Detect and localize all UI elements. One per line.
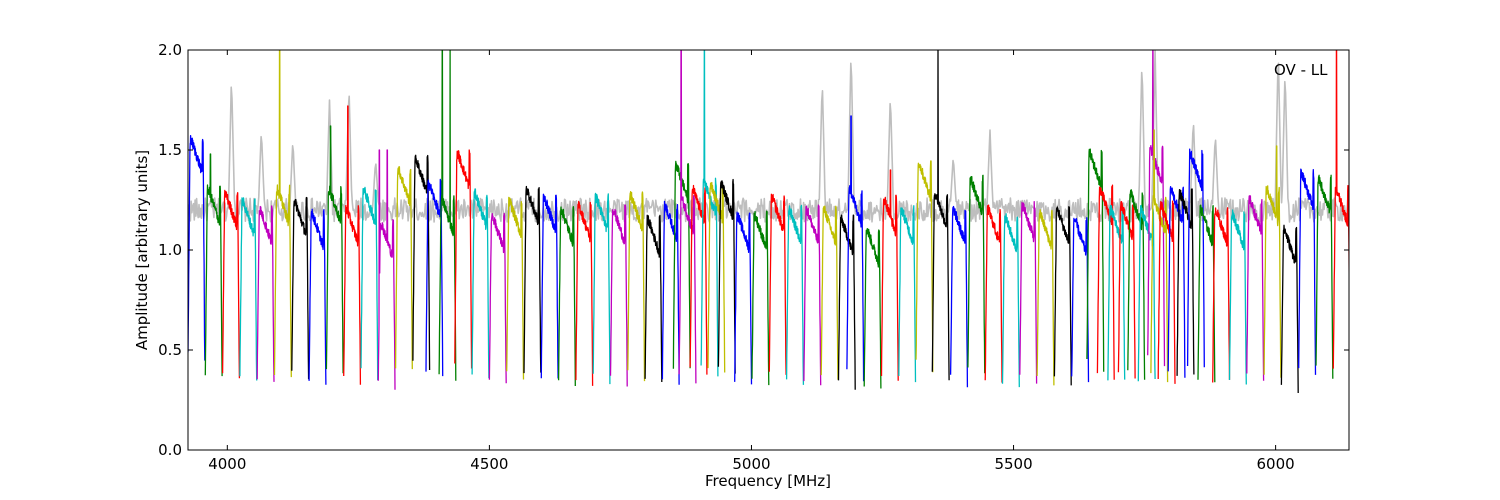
series-line-17 [454,149,473,369]
series-line-66 [1167,185,1186,378]
series-line-38 [768,193,787,375]
series-line-42 [837,214,856,390]
series-line-32 [689,184,708,375]
series-line-51 [984,204,1003,383]
series-line-50 [967,174,986,374]
y-tick-label: 1.5 [158,141,182,159]
series-line-25 [592,192,611,385]
series-line-10 [343,105,362,385]
series-line-14 [412,154,431,371]
y-tick-label: 0.0 [158,441,182,459]
series-line-76 [1315,174,1334,379]
y-tick-label: 1.0 [158,241,182,259]
x-tick-label: 6000 [1257,455,1295,473]
series-layer [188,50,1349,394]
series-line-64 [1150,129,1169,383]
series-line-67 [1176,188,1195,376]
y-axis-label: Amplitude [arbitrary units] [133,150,151,350]
series-line-6 [273,50,292,378]
series-line-15 [425,178,444,377]
series-line-4 [239,197,258,381]
x-tick-label: 5500 [994,455,1032,473]
series-line-29 [661,200,680,385]
series-line-47 [915,160,934,373]
series-line-54 [1036,209,1055,386]
series-line-11 [360,186,379,381]
series-line-7 [291,196,310,380]
series-line-2 [204,153,223,377]
series-line-75 [1298,168,1317,375]
x-tick-label: 5000 [732,455,770,473]
series-line-16 [438,50,457,381]
series-line-74 [1280,224,1299,394]
series-line-65 [1157,200,1176,384]
series-line-5 [256,205,275,382]
x-tick-label: 4500 [470,455,508,473]
x-tick-label: 4000 [208,455,246,473]
series-line-71 [1228,209,1247,385]
series-line-23 [557,206,576,387]
series-line-18 [471,188,490,379]
series-line-37 [751,210,770,386]
series-line-40 [803,204,822,386]
series-line-34 [707,181,726,373]
series-line-52 [1001,213,1020,388]
series-line-59 [1107,204,1126,381]
series-line-43 [846,115,865,382]
series-line-61 [1127,189,1146,380]
series-line-49 [949,205,969,388]
series-line-57 [1086,148,1105,372]
series-line-72 [1246,195,1265,381]
series-line-48 [931,50,950,381]
series-line-63 [1147,50,1166,367]
polarization-annotation: OV - LL [1274,61,1328,79]
series-line-58 [1096,184,1115,380]
tick-layer: 4000 4500 5000 5500 6000 0.0 0.5 1.0 1.5 2.0 [158,41,1349,473]
y-tick-label: 0.5 [158,341,182,359]
series-line-55 [1053,206,1072,386]
series-line-35 [717,178,736,374]
series-line-46 [898,205,917,383]
y-tick-label: 2.0 [158,41,182,59]
series-line-45 [880,169,899,381]
series-line-12 [377,149,396,390]
series-line-20 [506,196,525,380]
series-line-60 [1117,201,1136,379]
series-line-56 [1071,217,1090,383]
series-line-36 [734,211,753,385]
series-line-77 [1332,50,1349,369]
series-line-19 [488,212,507,384]
series-line-27 [627,191,646,382]
series-line-31 [678,50,697,384]
series-line-41 [820,205,839,380]
series-line-3 [221,189,241,379]
series-line-22 [540,193,559,379]
series-line-68 [1186,148,1205,368]
series-line-39 [785,204,805,385]
series-line-73 [1263,145,1282,378]
series-line-26 [609,204,628,387]
series-line-1 [188,135,206,361]
series-line-8 [308,208,327,385]
series-line-69 [1197,204,1216,383]
series-line-28 [644,214,663,383]
series-envelope-line [188,50,1349,223]
series-line-53 [1019,200,1038,384]
series-line-21 [523,185,542,374]
x-axis-label: Frequency [MHz] [705,472,831,490]
series-line-70 [1212,207,1231,383]
series-line-9 [325,125,344,374]
series-line-24 [575,200,594,386]
series-line-13 [394,166,413,370]
series-line-44 [863,228,882,389]
